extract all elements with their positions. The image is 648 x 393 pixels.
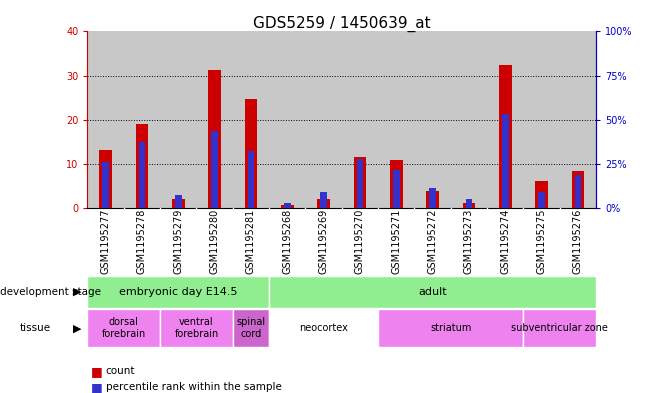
Bar <box>378 309 524 347</box>
Text: GSM1195277: GSM1195277 <box>100 209 111 274</box>
Bar <box>524 31 560 208</box>
Bar <box>305 31 342 208</box>
Bar <box>535 181 548 208</box>
Bar <box>524 309 596 347</box>
Text: GSM1195271: GSM1195271 <box>391 209 401 274</box>
Bar <box>135 124 148 208</box>
Bar <box>466 200 472 208</box>
Text: GSM1195270: GSM1195270 <box>355 209 365 274</box>
Text: striatum: striatum <box>430 323 472 333</box>
Bar <box>233 309 269 347</box>
Bar <box>211 131 218 208</box>
Text: spinal
cord: spinal cord <box>237 318 266 339</box>
Text: count: count <box>106 366 135 376</box>
Bar <box>160 309 233 347</box>
Bar <box>208 70 221 208</box>
Text: adult: adult <box>419 287 447 297</box>
Bar <box>281 205 294 208</box>
Bar <box>124 31 160 208</box>
Bar <box>87 31 124 208</box>
Bar <box>139 142 145 208</box>
Bar <box>538 192 545 208</box>
Bar <box>487 31 524 208</box>
Text: tissue: tissue <box>19 323 51 333</box>
Bar <box>248 151 254 208</box>
Text: ■: ■ <box>91 365 102 378</box>
Text: GSM1195278: GSM1195278 <box>137 209 147 274</box>
Text: percentile rank within the sample: percentile rank within the sample <box>106 382 281 392</box>
Bar <box>245 99 257 208</box>
Bar <box>172 198 185 208</box>
Bar <box>390 160 402 208</box>
Text: GSM1195276: GSM1195276 <box>573 209 583 274</box>
Bar <box>342 31 378 208</box>
Bar <box>318 200 330 208</box>
Bar <box>269 31 305 208</box>
Text: GSM1195275: GSM1195275 <box>537 209 547 274</box>
Bar <box>269 276 596 308</box>
Text: subventricular zone: subventricular zone <box>511 323 608 333</box>
Bar <box>502 114 509 208</box>
Text: GSM1195272: GSM1195272 <box>428 209 437 274</box>
Bar <box>451 31 487 208</box>
Bar <box>320 192 327 208</box>
Text: dorsal
forebrain: dorsal forebrain <box>102 318 146 339</box>
Text: GSM1195269: GSM1195269 <box>319 209 329 274</box>
Bar <box>415 31 451 208</box>
Bar <box>102 162 109 208</box>
Bar <box>269 309 378 347</box>
Bar <box>284 203 290 208</box>
Text: GSM1195268: GSM1195268 <box>283 209 292 274</box>
Bar <box>575 175 581 208</box>
Bar <box>196 31 233 208</box>
Text: development stage: development stage <box>0 287 101 297</box>
Bar <box>354 158 366 208</box>
Text: GDS5259 / 1450639_at: GDS5259 / 1450639_at <box>253 16 431 32</box>
Bar <box>87 309 160 347</box>
Text: ▶: ▶ <box>73 287 81 297</box>
Text: GSM1195279: GSM1195279 <box>173 209 183 274</box>
Bar <box>572 171 584 208</box>
Bar <box>499 64 512 208</box>
Bar <box>378 31 415 208</box>
Text: GSM1195281: GSM1195281 <box>246 209 256 274</box>
Bar <box>393 170 400 208</box>
Bar <box>233 31 269 208</box>
Bar <box>463 203 476 208</box>
Bar <box>356 158 364 208</box>
Text: GSM1195273: GSM1195273 <box>464 209 474 274</box>
Text: GSM1195280: GSM1195280 <box>210 209 220 274</box>
Bar <box>160 31 196 208</box>
Bar <box>426 191 439 208</box>
Text: neocortex: neocortex <box>299 323 348 333</box>
Bar <box>430 188 436 208</box>
Text: GSM1195274: GSM1195274 <box>500 209 511 274</box>
Text: ventral
forebrain: ventral forebrain <box>174 318 218 339</box>
Bar <box>175 195 181 208</box>
Bar <box>87 276 269 308</box>
Bar <box>99 150 112 208</box>
Text: embryonic day E14.5: embryonic day E14.5 <box>119 287 238 297</box>
Bar <box>560 31 596 208</box>
Text: ▶: ▶ <box>73 323 81 333</box>
Text: ■: ■ <box>91 380 102 393</box>
